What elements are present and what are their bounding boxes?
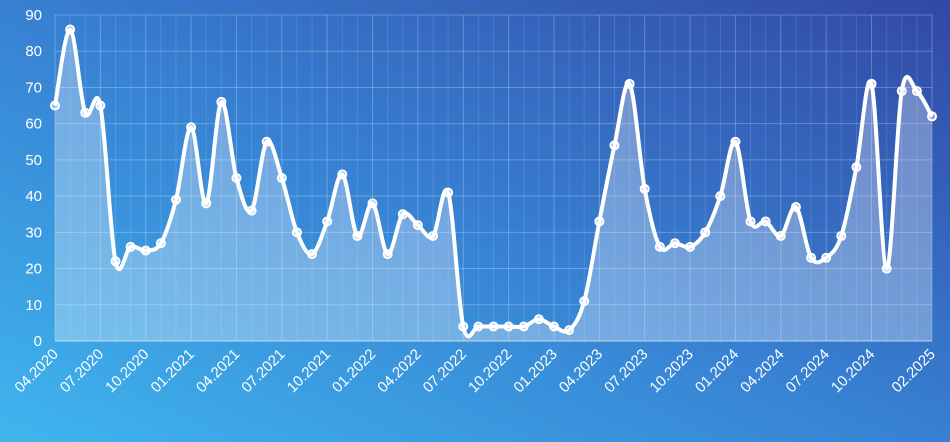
point [50,100,60,111]
point [291,227,302,238]
point [790,201,801,212]
point [140,245,151,256]
point [458,321,469,332]
y-tick-label: 10 [25,297,42,314]
point [367,198,378,209]
point [760,216,771,227]
point [821,252,832,263]
point [685,241,696,252]
point [488,321,499,332]
point [564,325,575,336]
point [624,78,635,89]
point [95,100,106,111]
point [261,136,272,147]
point [80,107,91,118]
y-tick-label: 30 [25,224,42,241]
point [201,198,212,209]
point [65,24,76,35]
point [896,86,907,97]
point [654,241,665,252]
point [730,136,741,147]
point [231,173,242,183]
point [594,216,605,227]
point [307,249,318,260]
point [428,230,439,241]
point [337,169,348,180]
point [443,187,454,198]
point [216,96,227,107]
point [548,321,559,332]
y-tick-label: 20 [25,261,42,278]
point [579,296,590,307]
point [503,321,514,332]
point [851,162,862,173]
point [836,230,847,241]
point [745,216,756,227]
y-tick-label: 0 [34,333,42,350]
point [382,249,393,260]
point [276,173,287,183]
point [110,256,121,267]
point [881,263,892,274]
point [639,183,650,194]
point [352,230,363,241]
point [715,191,726,202]
point [700,227,711,238]
point [473,321,484,332]
point [866,78,877,89]
point [911,86,922,97]
point [927,111,937,122]
point [412,220,423,231]
y-tick-label: 80 [25,43,42,60]
point [186,122,197,133]
y-tick-label: 90 [25,7,42,24]
y-tick-label: 60 [25,116,42,133]
point [806,252,817,263]
line [53,27,934,339]
point [775,230,786,241]
y-tick-label: 70 [25,79,42,96]
point [125,241,136,252]
point [246,205,257,216]
y-tick-label: 50 [25,152,42,169]
point [322,216,333,227]
point [533,314,544,325]
point [170,194,181,205]
area [55,29,932,342]
point [518,321,529,332]
point [155,238,166,249]
point [609,140,620,151]
y-tick-label: 40 [25,188,42,205]
point [397,209,408,220]
point [669,238,680,249]
